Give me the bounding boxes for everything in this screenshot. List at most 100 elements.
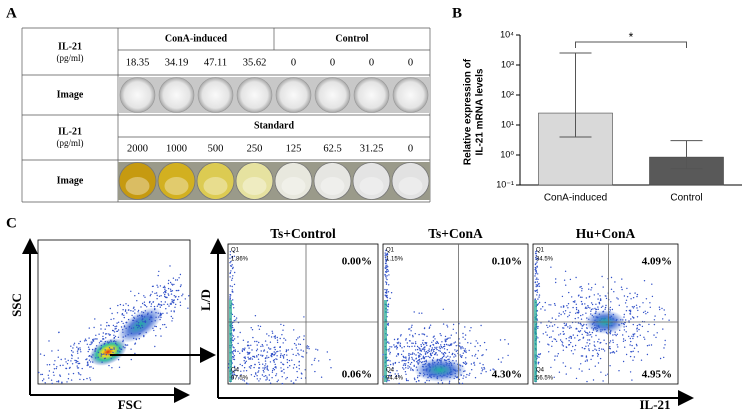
event-dot: [92, 354, 94, 356]
event-dot: [590, 334, 592, 336]
event-dot: [77, 367, 80, 369]
event-dot: [38, 371, 40, 374]
event-dot: [165, 291, 167, 294]
event-dot: [275, 373, 278, 375]
event-dot: [127, 318, 130, 321]
event-dot: [403, 368, 405, 370]
event-dot: [262, 345, 264, 347]
event-dot: [464, 326, 466, 328]
event-dot: [429, 324, 432, 326]
event-dot: [151, 320, 153, 323]
event-dot: [296, 370, 298, 373]
event-dot: [443, 354, 445, 356]
event-dot: [168, 294, 170, 296]
event-dot: [462, 361, 465, 364]
event-dot: [414, 378, 416, 381]
event-dot: [537, 273, 539, 275]
event-dot: [70, 354, 73, 356]
event-dot: [588, 368, 590, 370]
event-dot: [422, 355, 425, 357]
event-dot: [616, 344, 618, 346]
event-dot: [405, 339, 407, 341]
event-dot: [421, 333, 423, 335]
event-dot: [165, 308, 167, 310]
event-dot: [64, 358, 66, 360]
event-dot: [419, 360, 421, 363]
event-dot: [413, 364, 415, 367]
event-dot: [433, 335, 435, 337]
cell-value: 0: [330, 57, 335, 68]
event-dot: [609, 306, 611, 309]
event-dot: [534, 275, 536, 277]
event-dot: [537, 353, 540, 355]
event-dot: [656, 332, 658, 334]
event-dot: [66, 381, 68, 383]
event-dot: [471, 369, 473, 371]
event-dot: [538, 294, 541, 296]
event-dot: [454, 349, 456, 351]
event-dot: [385, 281, 387, 283]
event-dot: [263, 368, 266, 370]
event-dot: [122, 340, 124, 343]
event-dot: [480, 372, 482, 375]
event-dot: [398, 382, 400, 385]
event-dot: [436, 348, 438, 351]
plot-title: Ts+ConA: [428, 226, 483, 241]
event-dot: [269, 348, 271, 350]
event-dot: [599, 295, 601, 297]
event-dot: [112, 330, 115, 332]
event-dot: [399, 335, 402, 337]
event-dot: [280, 323, 282, 326]
event-dot: [568, 327, 571, 329]
event-dot: [632, 297, 635, 299]
event-dot: [232, 351, 234, 353]
event-dot: [613, 352, 616, 354]
event-dot: [290, 380, 292, 382]
event-dot: [538, 296, 540, 298]
event-dot: [420, 345, 423, 348]
event-dot: [569, 335, 571, 338]
event-dot: [442, 353, 444, 355]
event-dot: [597, 355, 599, 357]
event-dot: [631, 335, 633, 337]
event-dot: [102, 335, 104, 338]
event-dot: [415, 381, 418, 383]
event-dot: [631, 344, 633, 347]
event-dot: [89, 343, 91, 346]
event-dot: [268, 379, 271, 381]
event-dot: [664, 314, 666, 316]
event-dot: [317, 349, 319, 351]
event-dot: [271, 377, 273, 379]
axis-title: L/D: [198, 289, 213, 311]
event-dot: [291, 359, 293, 361]
event-dot: [276, 358, 278, 361]
event-dot: [308, 348, 310, 350]
event-dot: [117, 359, 120, 361]
event-dot: [147, 312, 149, 314]
event-dot: [123, 325, 126, 327]
event-dot: [78, 362, 81, 365]
event-dot: [255, 373, 257, 375]
event-dot: [624, 346, 626, 348]
event-dot: [431, 352, 434, 354]
y-tick-label: 10³: [501, 59, 514, 69]
event-dot: [538, 301, 541, 304]
event-dot: [605, 374, 607, 376]
event-dot: [586, 307, 588, 310]
event-dot: [570, 367, 572, 369]
event-dot: [562, 362, 564, 364]
event-dot: [414, 345, 416, 347]
event-dot: [249, 367, 252, 369]
event-dot: [427, 350, 429, 352]
event-dot: [439, 333, 441, 335]
event-dot: [87, 346, 90, 348]
event-dot: [274, 352, 277, 354]
event-dot: [138, 314, 141, 317]
event-dot: [187, 307, 189, 309]
event-dot: [149, 317, 151, 319]
event-dot: [465, 362, 468, 364]
event-dot: [95, 348, 97, 350]
event-dot: [638, 328, 640, 331]
event-dot: [420, 358, 423, 360]
event-dot: [408, 354, 410, 356]
